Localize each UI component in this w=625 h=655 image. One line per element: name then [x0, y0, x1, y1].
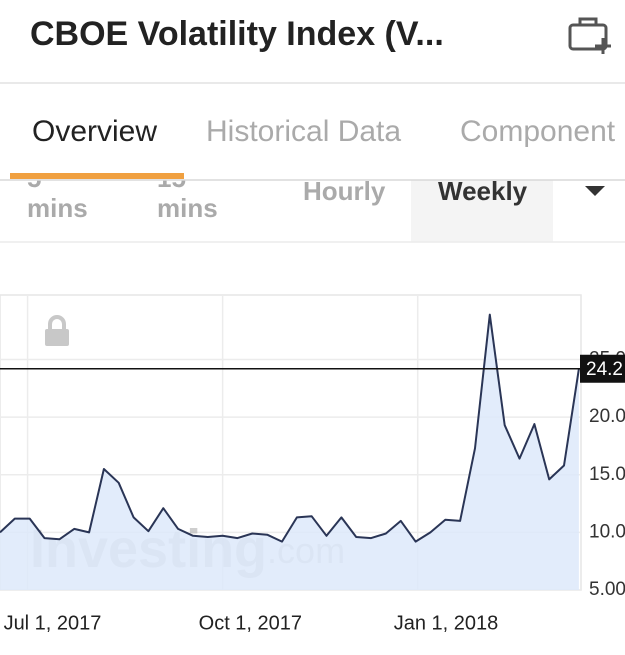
y-tick-label: 5.00 — [589, 579, 625, 600]
y-tick-label: 15.00 — [589, 464, 625, 485]
tab[interactable]: Overview — [32, 115, 157, 148]
timeframe-label[interactable]: Weekly — [438, 176, 528, 206]
tab[interactable]: Historical Data — [206, 115, 401, 148]
portfolio-icon[interactable] — [568, 17, 611, 54]
tab-underline — [10, 173, 184, 179]
page-title: CBOE Volatility Index (V... — [30, 15, 444, 53]
tab[interactable]: Component — [460, 115, 616, 148]
current-value-box — [580, 354, 625, 383]
x-tick-label: Jan 1, 2018 — [394, 612, 499, 634]
line — [0, 313, 580, 543]
x-tick-label: Oct 1, 2017 — [199, 612, 302, 634]
timeframe-label[interactable]: Hourly — [303, 176, 386, 206]
timeframe-label[interactable]: mins — [27, 193, 88, 223]
timeframe-label[interactable]: mins — [157, 193, 218, 223]
tabs: Overview Historical Data Component — [10, 115, 616, 179]
top-bar — [0, 0, 625, 180]
x-tick-label: Jul 1, 2017 — [4, 612, 102, 634]
dropdown-arrow[interactable] — [585, 186, 605, 196]
y-tick-label: 20.00 — [589, 406, 625, 427]
timeframe-selected — [411, 180, 553, 242]
area — [0, 314, 579, 590]
y-tick-label: 10.00 — [589, 521, 625, 542]
lock-icon — [48, 315, 66, 330]
current-value-label: 24.2 — [586, 359, 623, 380]
lock-icon — [45, 329, 69, 346]
